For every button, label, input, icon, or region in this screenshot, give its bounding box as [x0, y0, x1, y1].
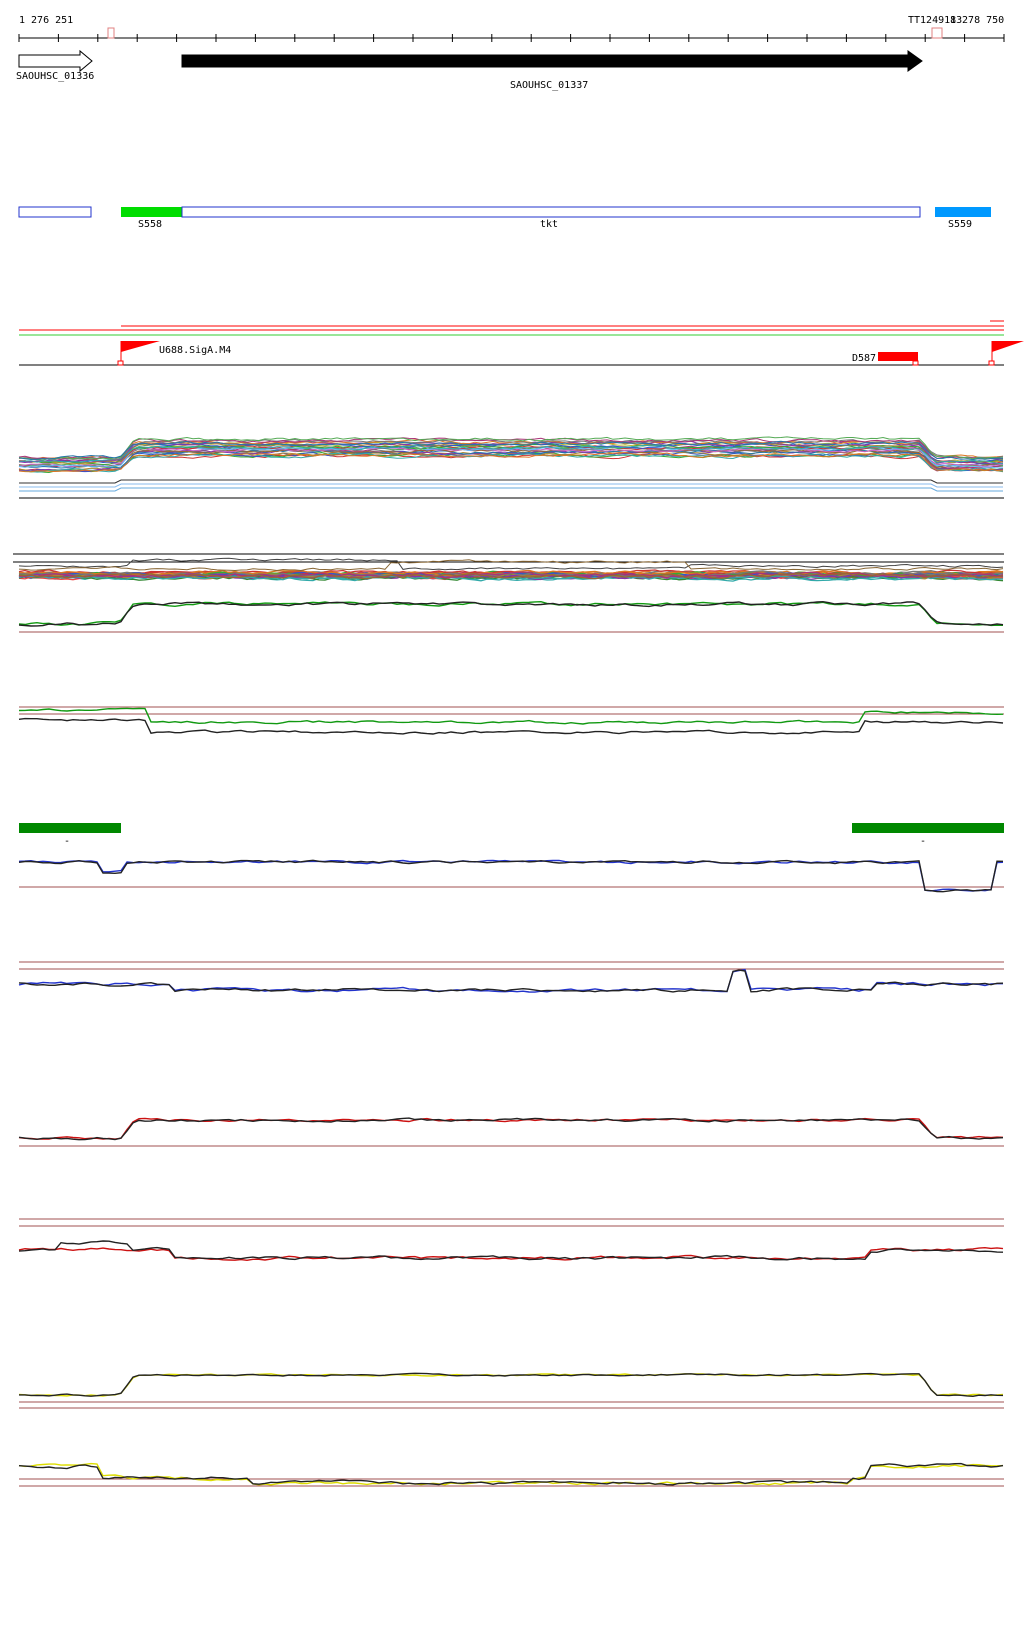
expression-track-blue-1 — [18, 859, 1004, 893]
segment-right[interactable] — [852, 823, 1004, 833]
signal-line — [18, 717, 1004, 735]
signal-line — [18, 557, 1004, 571]
annotation-s558[interactable] — [121, 207, 182, 217]
signal-line — [18, 449, 1004, 469]
signal-line — [18, 448, 1004, 472]
promoter-flag-right[interactable] — [988, 341, 1024, 366]
signal-line — [18, 444, 1004, 465]
signal-line — [18, 559, 1004, 572]
expression-track-yellow-2 — [18, 1462, 1004, 1487]
signal-line — [18, 1462, 1004, 1486]
signal-line — [18, 1373, 1004, 1397]
signal-line — [19, 450, 1004, 473]
expression-track-green-1 — [18, 600, 1004, 633]
deletion-label: D587 — [852, 353, 876, 364]
signal-line — [18, 436, 1004, 461]
expression-track-multi-2 — [13, 553, 1004, 582]
signal-line — [18, 1462, 1004, 1486]
signal-line — [18, 572, 1004, 580]
segment-track: - - — [19, 823, 1004, 847]
annotation-label-tkt: tkt — [540, 219, 558, 230]
signal-line — [18, 1240, 1004, 1261]
signal-line — [18, 859, 1004, 893]
signal-line — [18, 444, 1004, 464]
signal-line — [18, 968, 1003, 993]
expression-track-yellow-1 — [18, 1372, 1004, 1409]
expression-track-multi-1 — [18, 436, 1004, 499]
ruler-ticks — [18, 34, 1005, 42]
signal-line — [18, 600, 1004, 627]
annotation-label-s559: S559 — [948, 219, 972, 230]
annotation-s559[interactable] — [935, 207, 991, 217]
signal-line — [19, 479, 1003, 484]
signal-line — [18, 574, 1004, 582]
ruler-start-label: 1 276 251 — [19, 15, 73, 26]
coordinate-ruler: 1 276 251 1 278 750 TT1249183 — [18, 15, 1005, 42]
signal-line — [18, 859, 1004, 892]
annotation-tkt[interactable] — [181, 206, 921, 218]
gene-track: SAOUHSC_01336 SAOUHSC_01337 — [16, 49, 923, 91]
gene-label-saouhsc-01337: SAOUHSC_01337 — [510, 80, 588, 91]
signal-line — [19, 487, 1003, 492]
ruler-end-label: 1 278 750 — [950, 15, 1004, 26]
segment-right-label: - — [920, 836, 926, 847]
gene-label-saouhsc-01336: SAOUHSC_01336 — [16, 71, 94, 82]
signal-line — [18, 707, 1004, 725]
annotation-box-left[interactable] — [18, 206, 92, 218]
signal-line — [18, 1117, 1004, 1140]
segment-left[interactable] — [19, 823, 121, 833]
signal-line — [19, 1372, 1004, 1398]
promoter-flag-u688[interactable] — [117, 341, 160, 366]
deletion-marker — [912, 360, 919, 366]
signal-line — [18, 969, 1004, 993]
deletion-d587[interactable] — [878, 352, 918, 361]
annotation-label-s558: S558 — [138, 219, 162, 230]
signal-line — [18, 448, 1004, 469]
terminator-label: TT1249183 — [908, 15, 962, 26]
gene-arrow-saouhsc-01336[interactable] — [18, 49, 93, 73]
gene-arrow-saouhsc-01337[interactable] — [181, 50, 923, 72]
signal-line — [18, 440, 1004, 461]
signal-line — [18, 600, 1004, 627]
expression-track-red-2 — [18, 1218, 1004, 1262]
expression-track-blue-2 — [18, 961, 1004, 993]
signal-line — [18, 1117, 1004, 1141]
annotation-track: S558 tkt S559 — [18, 206, 991, 230]
expression-track-green-2 — [18, 706, 1004, 735]
expression-track-red-1 — [18, 1117, 1004, 1147]
segment-left-label: - — [64, 836, 70, 847]
terminator-marker-right — [931, 27, 943, 39]
feature-track: U688.SigA.M4 D587 — [19, 320, 1024, 366]
promoter-label: U688.SigA.M4 — [159, 345, 231, 356]
signal-line — [19, 483, 1003, 488]
terminator-marker-left — [107, 27, 115, 39]
signal-line — [18, 452, 1004, 473]
